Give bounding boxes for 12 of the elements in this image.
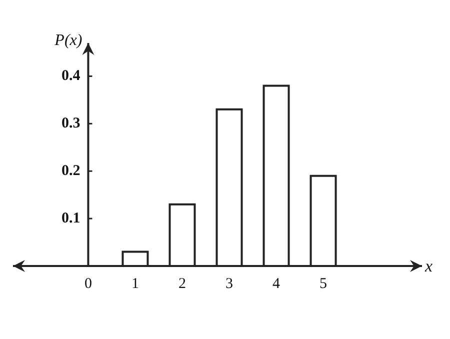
x-tick-label: 5	[320, 276, 328, 292]
x-tick-label: 3	[226, 276, 234, 292]
y-tick-label: 0.3	[61, 116, 80, 132]
x-tick-label: 2	[178, 276, 186, 292]
y-axis-title: P(x)	[54, 32, 82, 49]
y-tick-label: 0.4	[61, 68, 81, 84]
x-tick-label: 0	[84, 276, 92, 292]
x-tick-label: 1	[131, 276, 139, 292]
x-axis-title: x	[424, 256, 433, 276]
y-tick-label: 0.1	[61, 210, 80, 227]
y-tick-label: 0.2	[61, 163, 80, 180]
x-tick-label: 4	[272, 276, 281, 292]
